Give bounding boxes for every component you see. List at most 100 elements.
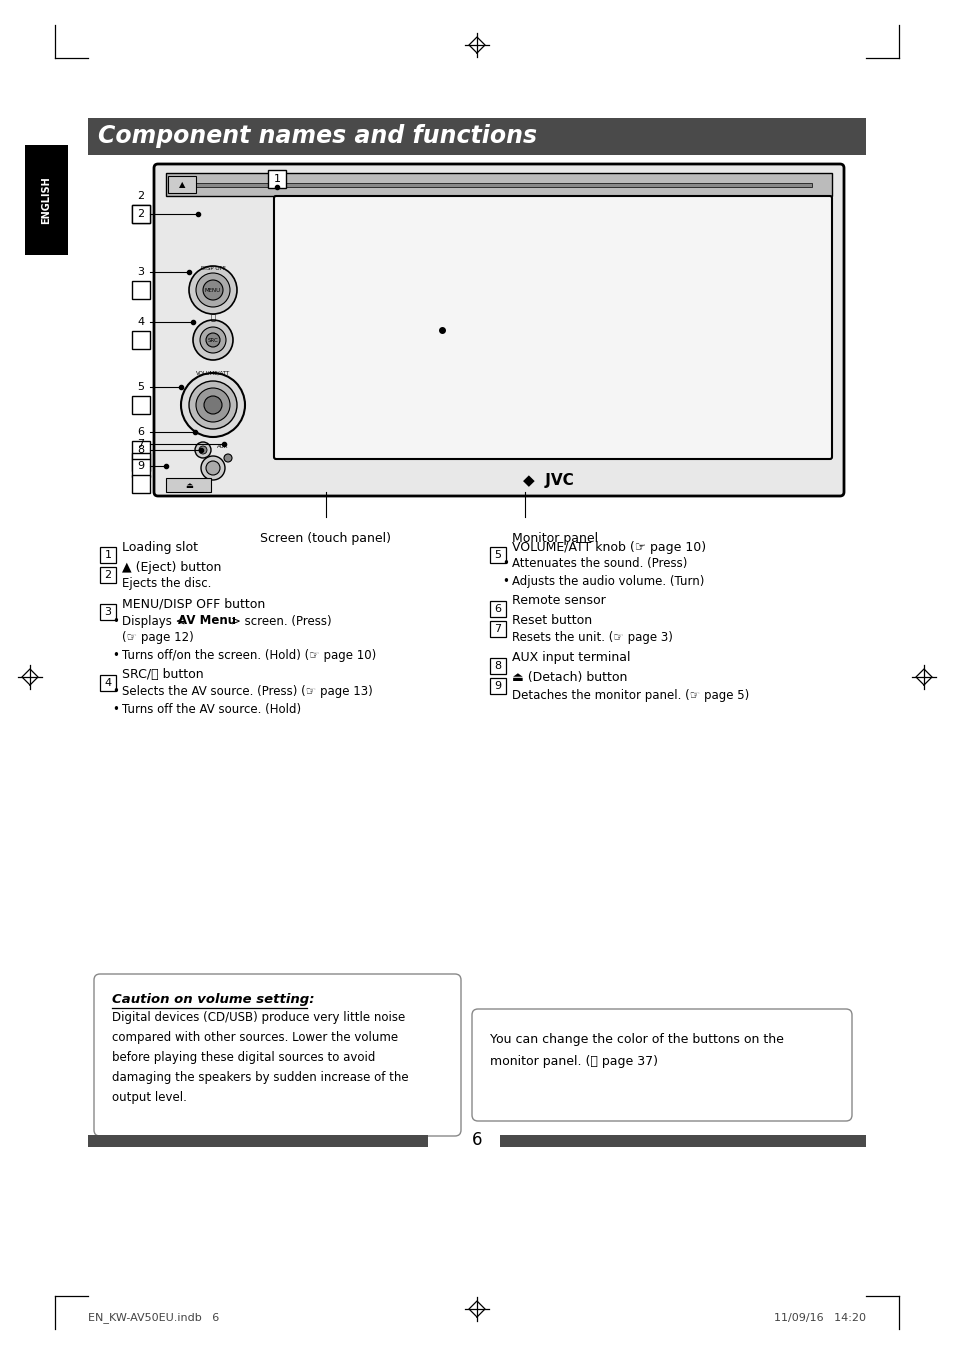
Text: (☞ page 12): (☞ page 12): [122, 631, 193, 645]
Text: ▲ (Eject) button: ▲ (Eject) button: [122, 561, 221, 574]
FancyBboxPatch shape: [490, 547, 505, 563]
Text: SRC/⏻ button: SRC/⏻ button: [122, 669, 203, 681]
Text: SRC: SRC: [208, 337, 218, 343]
Text: ⏻: ⏻: [211, 314, 215, 322]
FancyBboxPatch shape: [132, 441, 150, 459]
Text: 3: 3: [137, 267, 144, 278]
FancyBboxPatch shape: [132, 459, 150, 477]
Text: 5: 5: [494, 550, 501, 561]
FancyBboxPatch shape: [100, 676, 116, 691]
Text: Ejects the disc.: Ejects the disc.: [122, 578, 212, 590]
Circle shape: [203, 280, 223, 301]
Text: 7: 7: [494, 624, 501, 634]
FancyBboxPatch shape: [132, 395, 150, 414]
Text: Screen (touch panel): Screen (touch panel): [260, 532, 391, 546]
Text: VOLUME/ATT: VOLUME/ATT: [195, 371, 230, 375]
Text: 8: 8: [137, 445, 145, 455]
Text: •: •: [112, 615, 119, 627]
Text: AUX: AUX: [217, 444, 229, 450]
FancyBboxPatch shape: [100, 567, 116, 584]
Text: EN_KW-AV50EU.indb   6: EN_KW-AV50EU.indb 6: [88, 1312, 219, 1323]
FancyBboxPatch shape: [490, 601, 505, 617]
Circle shape: [194, 441, 211, 458]
Text: output level.: output level.: [112, 1091, 187, 1105]
Text: 9: 9: [494, 681, 501, 691]
FancyBboxPatch shape: [153, 164, 843, 496]
Text: •: •: [112, 649, 119, 662]
Bar: [25, 145, 68, 255]
Text: 8: 8: [494, 661, 501, 672]
Text: damaging the speakers by sudden increase of the: damaging the speakers by sudden increase…: [112, 1071, 408, 1085]
Text: Reset button: Reset button: [512, 615, 592, 627]
Text: ⏏ (Detach) button: ⏏ (Detach) button: [512, 672, 627, 685]
Text: Caution on volume setting:: Caution on volume setting:: [112, 994, 314, 1006]
Circle shape: [189, 380, 236, 429]
Circle shape: [206, 333, 220, 347]
Text: 6: 6: [494, 604, 501, 613]
Text: •: •: [112, 703, 119, 715]
Text: ◆  JVC: ◆ JVC: [522, 473, 573, 487]
Circle shape: [201, 456, 225, 481]
Text: 2: 2: [104, 570, 112, 580]
Text: 1: 1: [105, 550, 112, 561]
Text: Displays <: Displays <: [122, 615, 185, 627]
FancyBboxPatch shape: [132, 454, 150, 471]
Text: You can change the color of the buttons on the: You can change the color of the buttons …: [490, 1033, 783, 1047]
Text: •: •: [501, 558, 508, 570]
Text: DISP OFF: DISP OFF: [200, 265, 225, 271]
Text: •: •: [501, 574, 508, 588]
FancyBboxPatch shape: [490, 621, 505, 636]
Text: Loading slot: Loading slot: [122, 540, 198, 554]
Text: MENU/DISP OFF button: MENU/DISP OFF button: [122, 597, 265, 611]
Text: monitor panel. (␧ page 37): monitor panel. (␧ page 37): [490, 1056, 658, 1068]
FancyBboxPatch shape: [100, 547, 116, 563]
Circle shape: [206, 460, 220, 475]
FancyBboxPatch shape: [132, 204, 150, 223]
Circle shape: [200, 328, 226, 353]
Text: 6: 6: [137, 427, 144, 437]
Text: •: •: [112, 685, 119, 699]
Text: Attenuates the sound. (Press): Attenuates the sound. (Press): [512, 558, 687, 570]
Text: Resets the unit. (☞ page 3): Resets the unit. (☞ page 3): [512, 631, 672, 645]
Text: Detaches the monitor panel. (☞ page 5): Detaches the monitor panel. (☞ page 5): [512, 688, 748, 701]
FancyBboxPatch shape: [472, 1009, 851, 1121]
Text: 5: 5: [137, 382, 144, 393]
Bar: [166, 173, 831, 196]
FancyBboxPatch shape: [132, 204, 150, 223]
Text: Turns off the AV source. (Hold): Turns off the AV source. (Hold): [122, 703, 301, 715]
Text: Digital devices (CD/USB) produce very little noise: Digital devices (CD/USB) produce very li…: [112, 1011, 405, 1025]
Text: 11/09/16   14:20: 11/09/16 14:20: [773, 1313, 865, 1323]
Text: 2: 2: [137, 209, 145, 219]
Text: Turns off/on the screen. (Hold) (☞ page 10): Turns off/on the screen. (Hold) (☞ page …: [122, 649, 375, 662]
Text: 2: 2: [137, 191, 145, 200]
Text: 9: 9: [137, 460, 145, 471]
FancyBboxPatch shape: [490, 678, 505, 695]
Bar: [88, 1135, 428, 1147]
Text: 3: 3: [105, 607, 112, 617]
Bar: [186, 183, 811, 187]
FancyBboxPatch shape: [132, 330, 150, 349]
Text: 4: 4: [104, 678, 112, 688]
FancyBboxPatch shape: [490, 658, 505, 674]
FancyBboxPatch shape: [132, 475, 150, 493]
Text: 4: 4: [137, 317, 145, 328]
Text: Component names and functions: Component names and functions: [98, 125, 537, 149]
Text: AV Menu: AV Menu: [178, 615, 235, 627]
Circle shape: [199, 445, 207, 454]
FancyBboxPatch shape: [100, 604, 116, 620]
FancyBboxPatch shape: [274, 196, 831, 459]
Circle shape: [181, 372, 245, 437]
Circle shape: [195, 389, 230, 422]
Text: ▲: ▲: [178, 180, 185, 190]
Text: Selects the AV source. (Press) (☞ page 13): Selects the AV source. (Press) (☞ page 1…: [122, 685, 373, 699]
Circle shape: [195, 274, 230, 307]
Text: before playing these digital sources to avoid: before playing these digital sources to …: [112, 1052, 375, 1064]
Bar: [166, 478, 211, 492]
Text: VOLUME/ATT knob (☞ page 10): VOLUME/ATT knob (☞ page 10): [512, 540, 705, 554]
Circle shape: [193, 320, 233, 360]
Circle shape: [189, 265, 236, 314]
FancyBboxPatch shape: [268, 171, 286, 188]
Text: ENGLISH: ENGLISH: [42, 176, 51, 223]
Bar: [88, 118, 865, 154]
Text: > screen. (Press): > screen. (Press): [231, 615, 332, 627]
